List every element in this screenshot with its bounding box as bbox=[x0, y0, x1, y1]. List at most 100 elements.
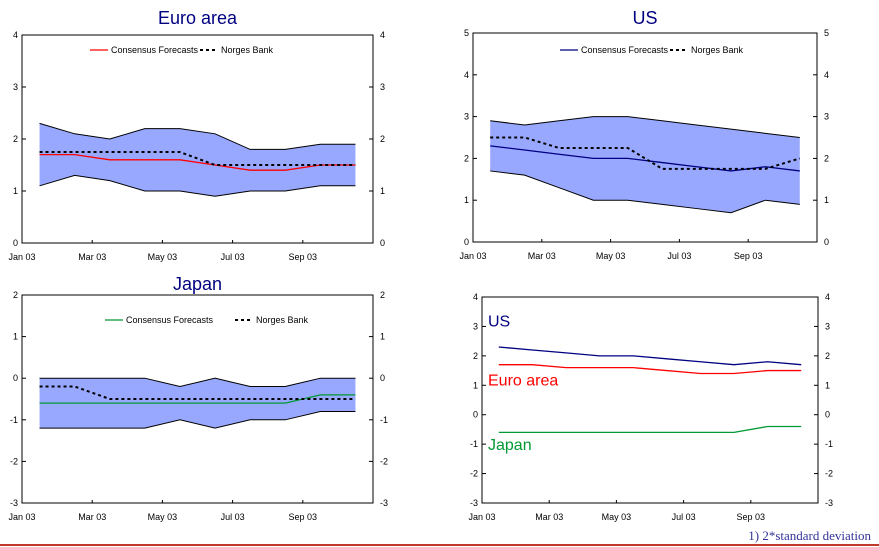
y-tick-label-left: 2 bbox=[13, 134, 18, 144]
x-tick-label: Jul 03 bbox=[672, 512, 696, 522]
y-tick-label-left: -1 bbox=[10, 415, 18, 425]
series-line-norges-bank bbox=[39, 151, 356, 166]
x-tick-label: Sep 03 bbox=[289, 252, 318, 262]
y-tick-label-right: 2 bbox=[824, 153, 829, 163]
plot-frame bbox=[472, 32, 818, 243]
plot-frame bbox=[21, 294, 374, 504]
legend-label: Consensus Forecasts bbox=[111, 45, 199, 55]
y-tick-label-left: 4 bbox=[13, 30, 18, 40]
y-tick-label-left: -2 bbox=[10, 456, 18, 466]
chart-title: Euro area bbox=[158, 8, 238, 28]
y-tick-label-left: 3 bbox=[473, 321, 478, 331]
x-tick-label: Mar 03 bbox=[528, 251, 556, 261]
y-tick-label-left: 2 bbox=[13, 290, 18, 300]
chart-comparison: -3 -3 -2 -2 -1 -1 0 0 1 1 2 2 3 3 4 4 Jan 03 Mar 03 May 03… bbox=[468, 292, 833, 522]
x-tick-label: May 03 bbox=[148, 512, 178, 522]
y-tick-label-left: -2 bbox=[470, 469, 478, 479]
band-lower-line bbox=[490, 170, 800, 214]
x-tick-label: Jul 03 bbox=[667, 251, 691, 261]
y-tick-label-left: 1 bbox=[13, 332, 18, 342]
chart-japan: Japan -3 -3 -2 -2 -1 -1 0 0 1 1 2 2 Jan 03 Mar 03 May 0… bbox=[8, 274, 388, 522]
annotation-label: Euro area bbox=[488, 372, 558, 389]
chart-title: Japan bbox=[173, 274, 222, 294]
y-tick-label-left: 0 bbox=[13, 238, 18, 248]
y-tick-label-right: 0 bbox=[380, 373, 385, 383]
y-tick-label-right: 0 bbox=[825, 410, 830, 420]
y-tick-label-right: -3 bbox=[825, 498, 833, 508]
series-line-norges-bank bbox=[39, 385, 356, 400]
x-tick-label: Mar 03 bbox=[78, 252, 106, 262]
legend-label: Consensus Forecasts bbox=[126, 315, 214, 325]
x-tick-label: Mar 03 bbox=[78, 512, 106, 522]
y-tick-label-right: 3 bbox=[380, 82, 385, 92]
y-tick-label-left: 0 bbox=[473, 410, 478, 420]
y-tick-label-right: 3 bbox=[824, 112, 829, 122]
bottom-rule bbox=[0, 544, 879, 546]
y-tick-label-left: 1 bbox=[13, 186, 18, 196]
y-tick-label-right: 4 bbox=[825, 292, 830, 302]
x-tick-label: Jan 03 bbox=[459, 251, 486, 261]
legend-label: Norges Bank bbox=[221, 45, 274, 55]
x-tick-label: Sep 03 bbox=[289, 512, 318, 522]
y-tick-label-left: -3 bbox=[10, 498, 18, 508]
y-tick-label-right: 4 bbox=[380, 30, 385, 40]
x-tick-label: Sep 03 bbox=[734, 251, 763, 261]
x-tick-label: Sep 03 bbox=[737, 512, 766, 522]
y-tick-label-right: -1 bbox=[380, 415, 388, 425]
y-tick-label-left: 4 bbox=[473, 292, 478, 302]
x-tick-label: Mar 03 bbox=[535, 512, 563, 522]
y-tick-label-right: 5 bbox=[824, 28, 829, 38]
y-tick-label-right: -2 bbox=[380, 456, 388, 466]
x-tick-label: Jan 03 bbox=[8, 252, 35, 262]
x-tick-label: Jan 03 bbox=[8, 512, 35, 522]
series-line-consensus-forecasts bbox=[39, 153, 356, 171]
y-tick-label-right: 4 bbox=[824, 70, 829, 80]
y-tick-label-right: 0 bbox=[380, 238, 385, 248]
band-lower-line bbox=[39, 174, 356, 197]
legend-label: Norges Bank bbox=[691, 45, 744, 55]
y-tick-label-left: 2 bbox=[473, 351, 478, 361]
y-tick-label-left: 3 bbox=[464, 112, 469, 122]
confidence-band bbox=[39, 123, 356, 197]
band-upper-line bbox=[39, 377, 356, 388]
y-tick-label-right: 2 bbox=[380, 134, 385, 144]
y-tick-label-left: -3 bbox=[470, 498, 478, 508]
x-tick-label: May 03 bbox=[148, 252, 178, 262]
chart-title: US bbox=[632, 8, 657, 28]
band-upper-line bbox=[39, 122, 356, 150]
y-tick-label-left: 3 bbox=[13, 82, 18, 92]
y-tick-label-right: 3 bbox=[825, 321, 830, 331]
y-tick-label-right: -3 bbox=[380, 498, 388, 508]
series-line-japan bbox=[498, 425, 802, 434]
chart-us: US 0 0 1 1 2 2 3 3 4 4 5 5 Jan 03 Mar 03 May 03 Jul 03 Se… bbox=[459, 8, 829, 261]
y-tick-label-left: 1 bbox=[464, 195, 469, 205]
y-tick-label-right: 2 bbox=[380, 290, 385, 300]
y-tick-label-right: 1 bbox=[824, 195, 829, 205]
band-lower-line bbox=[39, 410, 356, 429]
y-tick-label-left: 1 bbox=[473, 380, 478, 390]
legend-label: Norges Bank bbox=[256, 315, 309, 325]
y-tick-label-right: 1 bbox=[825, 380, 830, 390]
x-tick-label: May 03 bbox=[602, 512, 632, 522]
y-tick-label-right: -2 bbox=[825, 469, 833, 479]
x-tick-label: May 03 bbox=[596, 251, 626, 261]
band-upper-line bbox=[490, 116, 800, 138]
y-tick-label-left: -1 bbox=[470, 439, 478, 449]
annotation-label: Japan bbox=[488, 437, 532, 454]
y-tick-label-right: 1 bbox=[380, 332, 385, 342]
y-tick-label-right: 2 bbox=[825, 351, 830, 361]
y-tick-label-left: 5 bbox=[464, 28, 469, 38]
y-tick-label-right: 0 bbox=[824, 237, 829, 247]
annotation-label: US bbox=[488, 313, 510, 330]
y-tick-label-left: 2 bbox=[464, 153, 469, 163]
plot-frame bbox=[481, 296, 819, 504]
x-tick-label: Jul 03 bbox=[221, 512, 245, 522]
x-tick-label: Jan 03 bbox=[468, 512, 495, 522]
x-tick-label: Jul 03 bbox=[221, 252, 245, 262]
series-line-norges-bank bbox=[490, 136, 801, 170]
y-tick-label-right: 1 bbox=[380, 186, 385, 196]
y-tick-label-left: 0 bbox=[464, 237, 469, 247]
series-line-us bbox=[498, 346, 802, 366]
series-line-euro-area bbox=[498, 364, 802, 375]
